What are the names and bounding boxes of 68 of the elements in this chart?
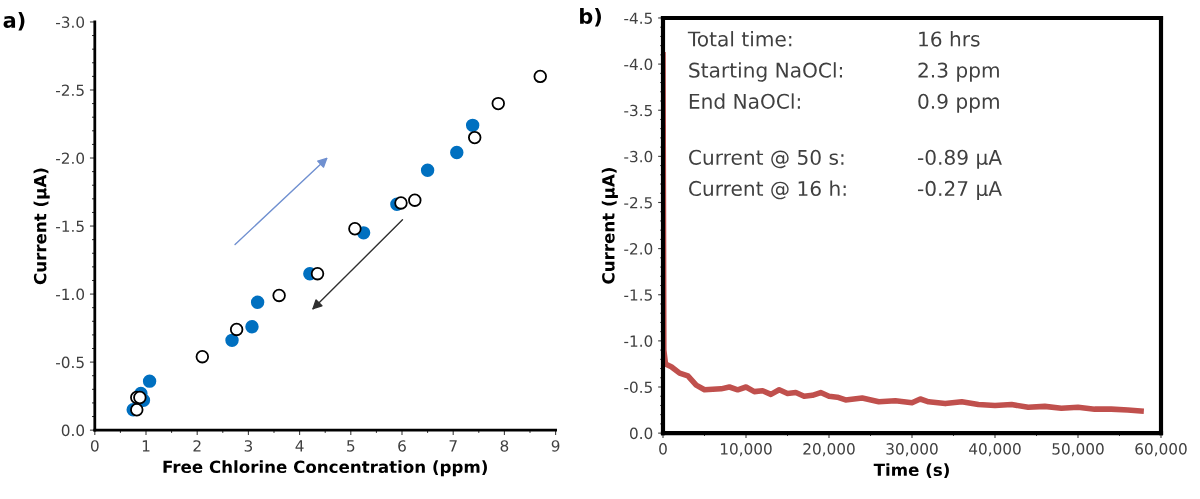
- y-tick-label: 0.0: [629, 427, 653, 440]
- annotation: -0.27 µA: [917, 180, 1002, 200]
- x-tick-label: 6: [398, 440, 406, 452]
- x-tick-label: 30,000: [886, 443, 938, 457]
- y-tick-label: -3.5: [624, 104, 652, 117]
- point: [420, 163, 435, 177]
- y-axis-title: Current (µA): [33, 168, 50, 285]
- annotation: Total time:: [687, 31, 792, 47]
- x-axis-title: Free Chlorine Concentration (ppm): [163, 460, 487, 477]
- point: [408, 193, 422, 207]
- y-axis-title: Current (µA): [601, 168, 618, 284]
- point: [130, 403, 144, 417]
- point: [225, 333, 239, 348]
- annotation: Current @ 16 h:: [689, 180, 846, 200]
- x-tick-label: 20,000: [803, 443, 855, 457]
- x-axis-title: Time (s): [873, 463, 949, 479]
- y-tick-label: -1.0: [56, 288, 85, 301]
- y-tick-label: -4.5: [624, 12, 652, 24]
- y-tick-label: -0.5: [56, 356, 84, 369]
- point: [491, 96, 505, 111]
- point: [467, 130, 482, 145]
- x-tick-label: 60,000: [1135, 443, 1187, 457]
- x-tick-label: 3: [244, 440, 253, 452]
- y-tick-label: -1.0: [624, 335, 653, 347]
- x-tick-label: 2: [193, 440, 201, 452]
- annotation: Starting NaOCl:: [689, 62, 842, 82]
- y-tick-label: -2.0: [624, 243, 653, 255]
- chart-title: a): [3, 11, 25, 31]
- y-tick-label: -4.0: [624, 58, 653, 71]
- x-tick-label: 0: [90, 440, 99, 452]
- point: [394, 196, 408, 210]
- point: [195, 349, 210, 364]
- y-tick-label: -2.5: [56, 84, 84, 97]
- point: [142, 374, 157, 388]
- point: [245, 320, 259, 334]
- x-tick-label: 7: [449, 440, 457, 452]
- y-tick-label: -3.0: [624, 150, 653, 163]
- chart-title: b): [580, 7, 601, 27]
- point: [533, 69, 547, 84]
- point: [272, 288, 286, 303]
- point: [229, 322, 244, 337]
- x-tick-label: 0: [659, 443, 667, 455]
- x-tick-label: 40,000: [969, 443, 1021, 457]
- annotation: 2.3 ppm: [918, 62, 999, 82]
- annotation: Current @ 50 s:: [689, 149, 844, 169]
- x-tick-label: 10,000: [720, 443, 772, 457]
- y-tick-label: -3.0: [56, 16, 85, 28]
- point: [250, 295, 265, 309]
- annotation: 0.9 ppm: [918, 93, 999, 113]
- x-tick-label: 1: [142, 440, 150, 452]
- point: [310, 266, 325, 281]
- annotation: End NaOCl:: [689, 93, 800, 109]
- y-tick-label: -2.5: [624, 196, 652, 209]
- point: [348, 222, 362, 236]
- x-tick-label: 5: [347, 440, 355, 452]
- x-tick-label: 50,000: [1052, 443, 1104, 457]
- point: [465, 118, 480, 133]
- y-tick-label: 0.0: [61, 424, 85, 437]
- y-tick-label: -2.0: [56, 152, 85, 165]
- y-tick-label: -0.5: [624, 381, 652, 394]
- x-tick-label: 4: [295, 440, 304, 452]
- point: [450, 145, 464, 160]
- x-tick-label: 9: [551, 440, 560, 452]
- y-tick-label: -1.5: [624, 289, 652, 301]
- annotation: 16 hrs: [919, 31, 980, 47]
- x-tick-label: 8: [500, 440, 509, 452]
- annotation: -0.89 µA: [917, 149, 1002, 169]
- y-tick-label: -1.5: [56, 220, 84, 233]
